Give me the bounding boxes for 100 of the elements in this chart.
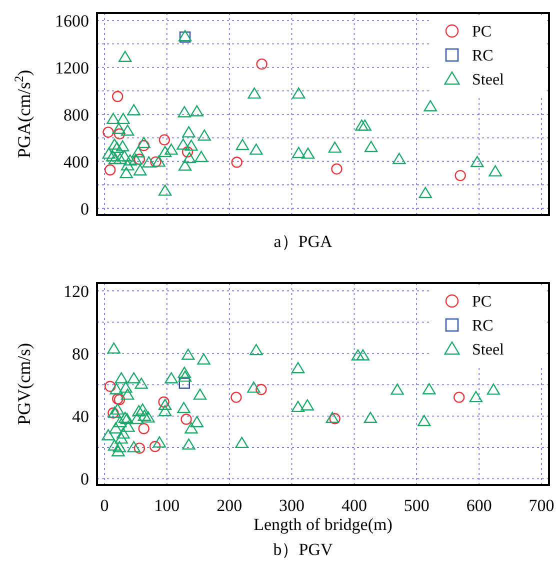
point [104,164,116,176]
point [356,349,370,361]
point [136,403,150,415]
point [111,403,124,415]
y-tick-label: 40 [72,407,89,426]
legend-label: Steel [472,72,505,89]
point [130,412,144,424]
point [102,126,114,138]
point [134,378,148,389]
point [230,392,242,403]
text: b）PGV [273,540,334,559]
point [358,120,372,131]
y-tick-label: 1200 [55,58,89,78]
y-tick-label: 800 [64,105,89,124]
point [158,396,170,408]
point [176,138,190,150]
point [231,156,242,168]
point [292,146,306,158]
point [193,388,207,400]
point [291,400,305,412]
point [486,384,500,395]
point [132,405,146,416]
x-tick-label: 700 [528,496,554,515]
point [150,156,162,168]
y-tick-label: 120 [64,282,89,301]
point [149,440,161,452]
x-tick-label: 0 [100,496,109,515]
point [194,150,208,162]
point [197,353,210,365]
point [142,411,155,423]
point [198,129,211,141]
x-tick-label: 500 [404,496,430,515]
point [127,104,140,116]
point [355,120,368,131]
point [470,156,484,168]
point [127,372,140,384]
point [116,140,130,152]
point [107,342,120,354]
point [178,370,192,382]
point [114,128,126,140]
point [108,407,119,419]
x-tick-label: 100 [154,496,180,515]
point [178,160,192,171]
point [164,372,178,384]
point [152,156,166,167]
point [118,150,132,162]
point [329,413,340,424]
point [114,152,127,164]
point [120,166,133,178]
point [134,154,146,165]
point [424,100,437,112]
point [152,436,166,448]
point [178,378,190,389]
point [158,134,170,146]
x-tick-label: 600 [466,496,492,515]
point [134,442,146,454]
x-tick-label: 300 [279,496,305,515]
point [247,382,260,393]
point [112,441,126,452]
point [182,438,196,450]
x-axis-title: Length of bridge(m) [254,515,392,534]
legend-label: RC [472,318,494,335]
point [110,383,123,394]
point [300,399,314,410]
point [112,445,125,456]
point [106,150,120,162]
point [120,124,134,136]
point [390,384,404,395]
point [108,406,122,418]
point [488,165,502,176]
text: a）PGA [274,232,333,251]
legend-label: RC [472,48,494,65]
point [104,380,116,392]
point [364,140,378,152]
point [129,154,142,165]
point [182,126,196,138]
point [114,432,128,444]
legend-label: Steel [472,342,505,359]
point [291,362,305,374]
legend-label: PC [472,294,492,311]
point [454,392,465,403]
point [122,420,135,432]
y-tick-label: 0 [80,199,89,218]
point [469,390,483,402]
point [236,138,250,150]
point [178,366,192,378]
point [422,383,436,394]
point [328,142,342,153]
point [182,348,195,360]
point [109,422,122,434]
point [351,349,365,361]
point [418,186,432,198]
point [116,112,130,124]
point [118,50,132,62]
point [250,344,263,356]
point [235,436,248,448]
point [178,106,192,118]
point [108,138,122,150]
point [182,146,194,158]
y-axis-title: PGV(cm/s) [14,343,34,425]
